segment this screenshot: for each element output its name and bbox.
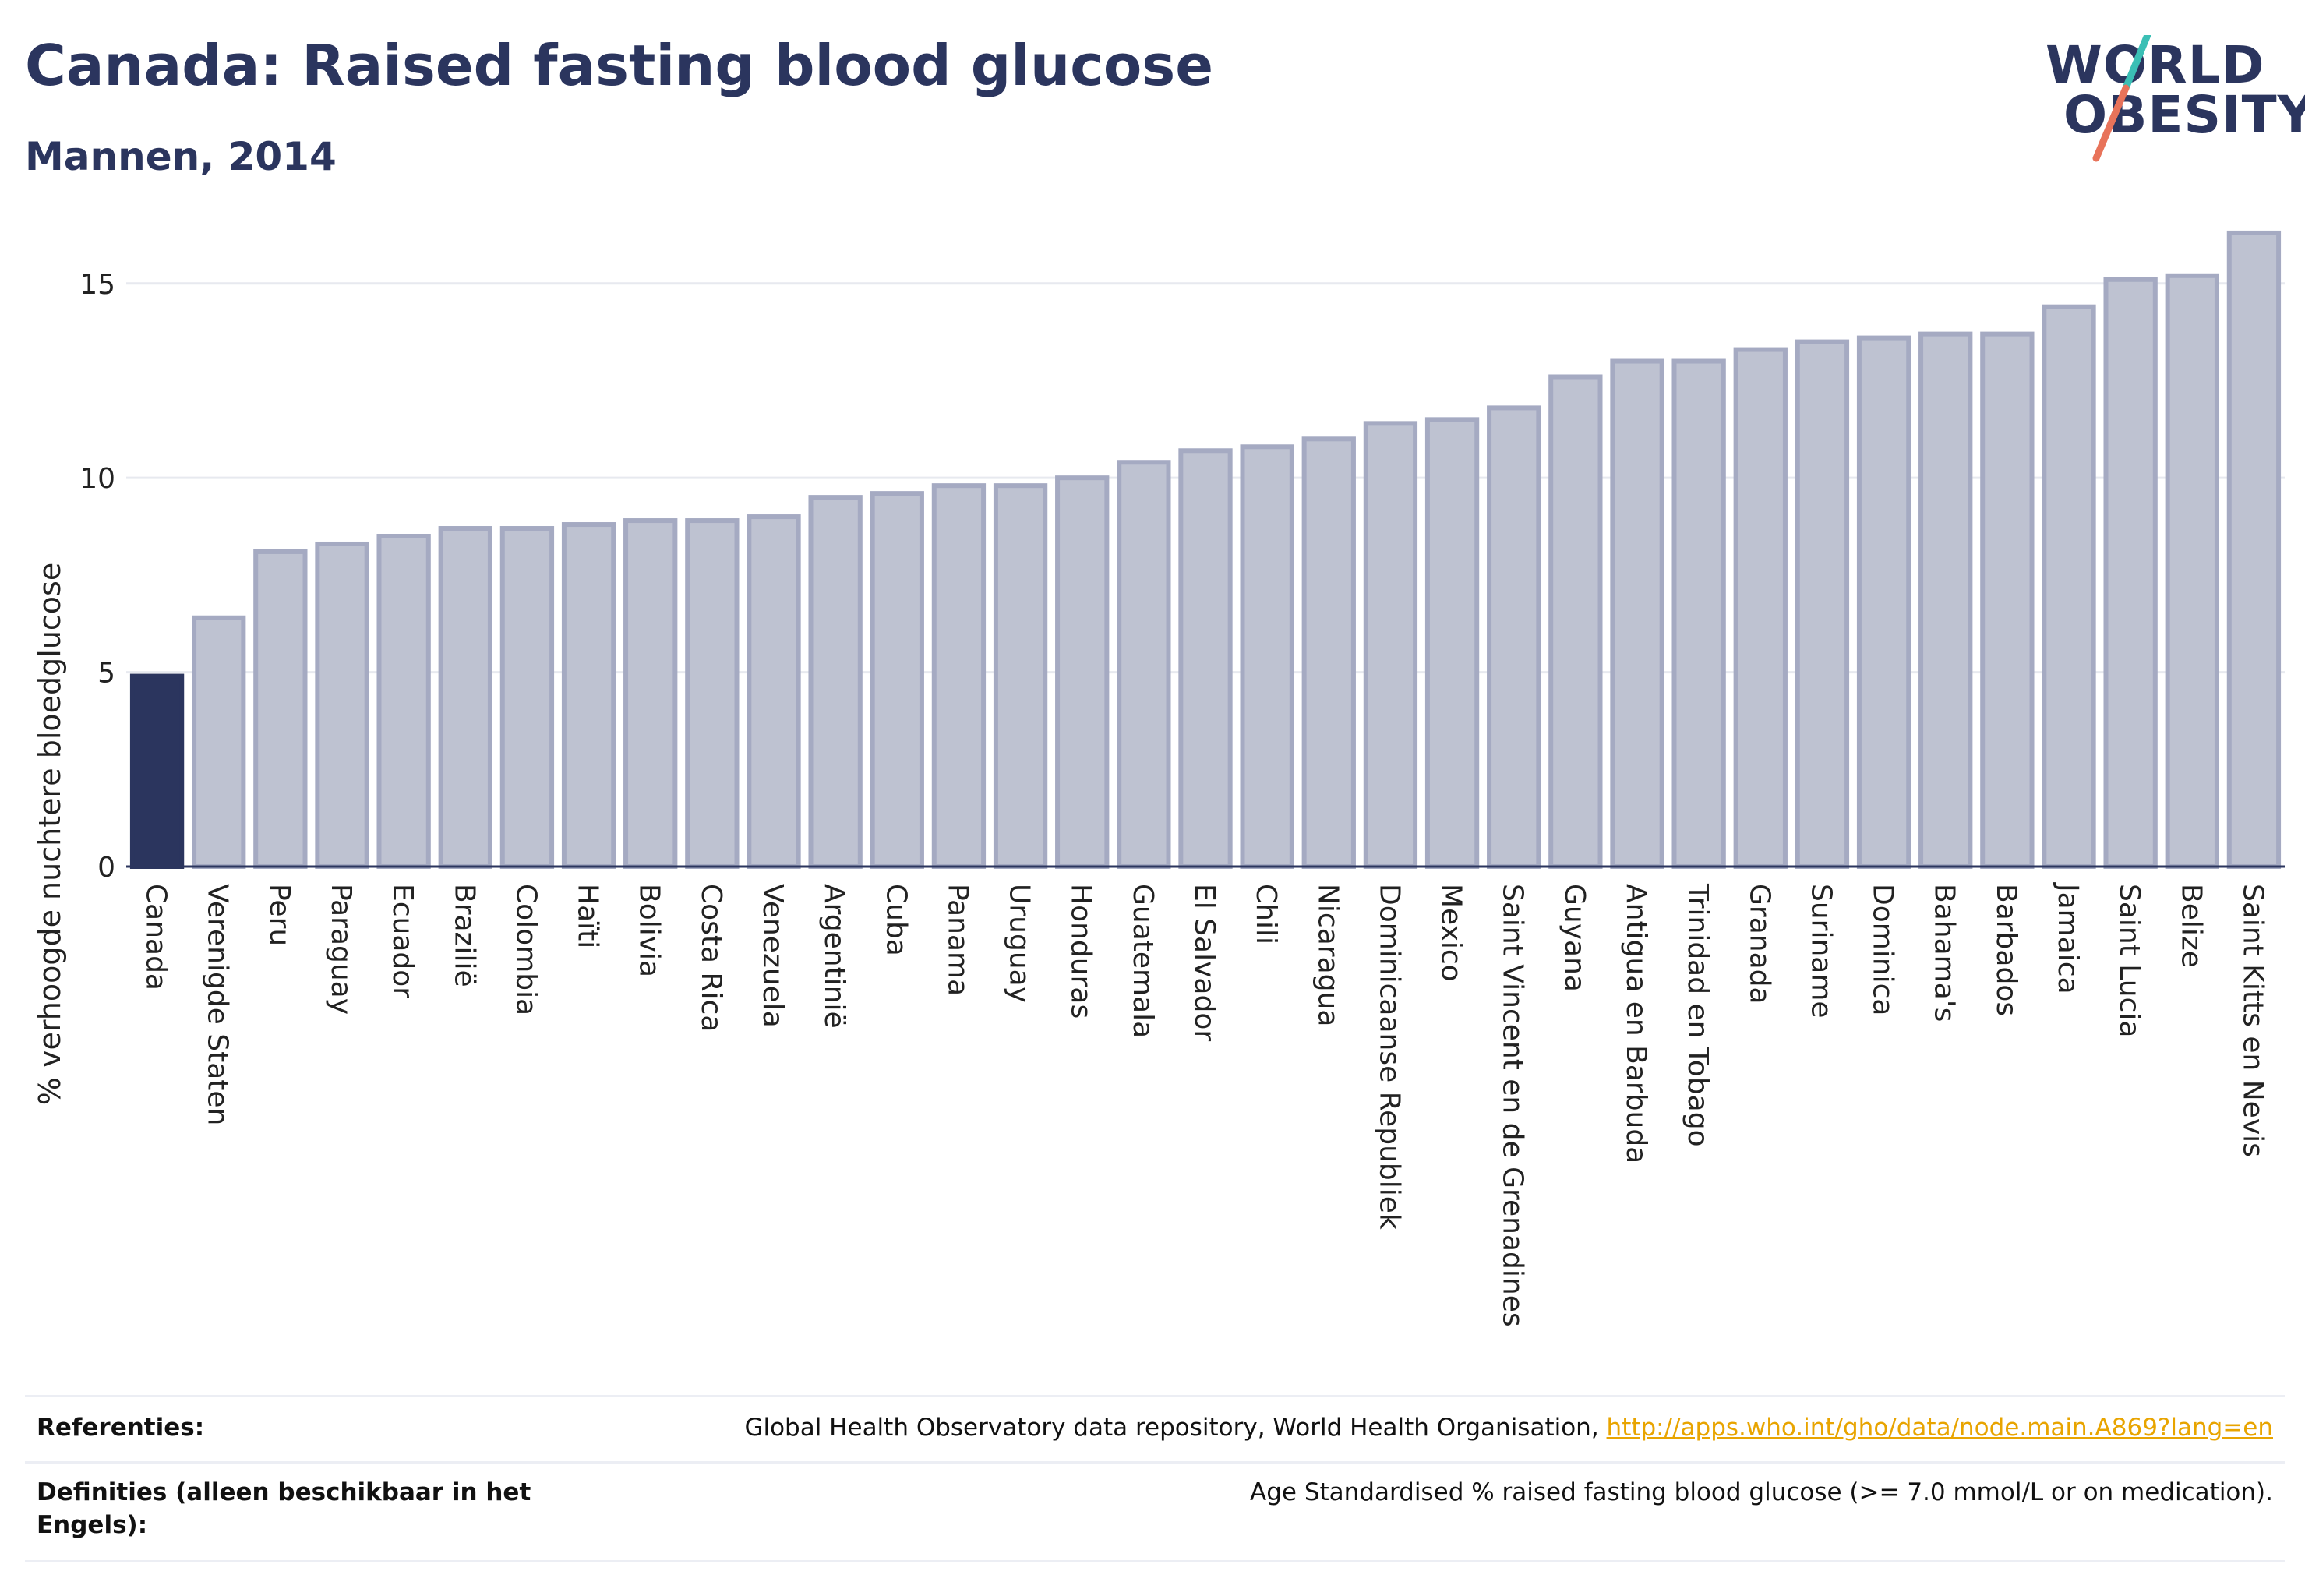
y-tick-label: 0 bbox=[97, 852, 115, 884]
bar-brazili-[interactable] bbox=[438, 526, 492, 870]
bar-panama[interactable] bbox=[931, 483, 987, 869]
y-tick-label: 5 bbox=[97, 658, 115, 690]
x-tick-label: Ecuador bbox=[387, 884, 418, 998]
x-tick-label: Venezuela bbox=[757, 884, 789, 1028]
x-tick-label: Peru bbox=[263, 884, 295, 946]
x-tick-label: Cuba bbox=[880, 884, 912, 956]
bar-saint-vincent-en-de-grenadines[interactable] bbox=[1487, 405, 1541, 869]
reference-value: Global Health Observatory data repositor… bbox=[744, 1411, 2273, 1444]
x-tick-label: Guatemala bbox=[1127, 884, 1159, 1038]
bar-saint-lucia[interactable] bbox=[2103, 277, 2158, 869]
y-tick-label: 10 bbox=[79, 463, 115, 495]
bar-uruguay[interactable] bbox=[993, 483, 1048, 869]
bar-colombia[interactable] bbox=[499, 526, 555, 870]
bar-el-salvador[interactable] bbox=[1178, 448, 1233, 869]
bar-nicaragua[interactable] bbox=[1301, 436, 1356, 869]
x-tick-label: Chili bbox=[1250, 884, 1282, 945]
bar-paraguay[interactable] bbox=[315, 541, 369, 869]
x-tick-label: Saint Vincent en de Grenadines bbox=[1497, 884, 1529, 1327]
bar-granada[interactable] bbox=[1733, 347, 1788, 869]
bar-canada[interactable] bbox=[129, 673, 185, 869]
x-tick-label: Saint Lucia bbox=[2113, 884, 2145, 1037]
bar-verenigde-staten[interactable] bbox=[192, 615, 246, 869]
chart-title: Canada: Raised fasting blood glucose bbox=[25, 33, 1214, 98]
x-tick-label: Brazilië bbox=[448, 884, 480, 987]
x-tick-label: Jamaica bbox=[2052, 882, 2084, 994]
x-tick-label: Colombia bbox=[510, 884, 542, 1015]
x-tick-label: Dominicaanse Republiek bbox=[1373, 884, 1405, 1230]
logo-slash-icon bbox=[2092, 35, 2151, 162]
world-obesity-logo: WORLD OBESITY bbox=[2034, 35, 2305, 168]
x-tick-label: Costa Rica bbox=[695, 884, 727, 1032]
bar-mexico[interactable] bbox=[1424, 417, 1480, 869]
bar-honduras[interactable] bbox=[1055, 475, 1110, 869]
x-tick-label: Paraguay bbox=[325, 884, 357, 1015]
bar-venezuela[interactable] bbox=[747, 514, 801, 869]
x-tick-label: Argentinië bbox=[818, 884, 850, 1029]
x-tick-label: Mexico bbox=[1435, 884, 1467, 982]
chart-subtitle: Mannen, 2014 bbox=[25, 134, 337, 179]
bars bbox=[129, 230, 2282, 870]
bar-cuba[interactable] bbox=[870, 491, 924, 869]
x-tick-label: Dominica bbox=[1867, 884, 1899, 1016]
bar-argentini-[interactable] bbox=[808, 495, 863, 870]
bar-barbados[interactable] bbox=[1980, 331, 2035, 869]
bar-bolivia[interactable] bbox=[623, 518, 678, 869]
x-tick-label: Bahama's bbox=[1929, 884, 1961, 1022]
reference-label: Referenties: bbox=[37, 1414, 205, 1442]
bar-chili[interactable] bbox=[1240, 444, 1294, 869]
bar-dominicaanse-republiek[interactable] bbox=[1363, 421, 1418, 869]
x-tick-label: Granada bbox=[1743, 884, 1775, 1005]
bar-ha-ti[interactable] bbox=[561, 522, 616, 869]
x-tick-label: Barbados bbox=[1990, 884, 2022, 1016]
definition-value: Age Standardised % raised fasting blood … bbox=[1250, 1478, 2273, 1506]
x-tick-label: Panama bbox=[941, 884, 973, 996]
x-tick-label: Haïti bbox=[572, 884, 604, 948]
x-tick-label: El Salvador bbox=[1188, 884, 1220, 1041]
reference-row: Referenties: Global Health Observatory d… bbox=[25, 1395, 2285, 1461]
x-tick-label: Uruguay bbox=[1004, 884, 1036, 1003]
bar-peru[interactable] bbox=[253, 549, 308, 869]
x-tick-label: Suriname bbox=[1805, 884, 1837, 1019]
bar-dominica[interactable] bbox=[1856, 335, 1911, 870]
bar-jamaica[interactable] bbox=[2042, 304, 2096, 870]
axes: 0 5 10 15 bbox=[79, 269, 2285, 884]
bar-costa-rica[interactable] bbox=[685, 518, 740, 869]
y-tick-label: 15 bbox=[79, 269, 115, 301]
reference-text: Global Health Observatory data repositor… bbox=[744, 1414, 1607, 1442]
x-tick-label: Nicaragua bbox=[1311, 884, 1343, 1026]
x-tick-label: Bolivia bbox=[634, 884, 665, 977]
bar-guatemala[interactable] bbox=[1117, 460, 1171, 869]
x-tick-label: Belize bbox=[2175, 884, 2207, 968]
x-tick-label: Saint Kitts en Nevis bbox=[2236, 884, 2268, 1157]
bar-trinidad-en-tobago[interactable] bbox=[1671, 358, 1726, 869]
bar-chart: 0 5 10 15 Canada Verenigde Staten Peru Paragua… bbox=[79, 230, 2285, 1327]
definition-label: Definities (alleen beschikbaar in het En… bbox=[37, 1478, 531, 1539]
bar-saint-kitts-en-nevis[interactable] bbox=[2226, 230, 2282, 869]
bar-bahama-s[interactable] bbox=[1918, 331, 1973, 869]
x-tick-label: Antigua en Barbuda bbox=[1620, 884, 1652, 1163]
bar-ecuador[interactable] bbox=[376, 534, 431, 869]
definition-row: Definities (alleen beschikbaar in het En… bbox=[25, 1461, 2285, 1562]
reference-table: Referenties: Global Health Observatory d… bbox=[25, 1395, 2285, 1562]
reference-link[interactable]: http://apps.who.int/gho/data/node.main.A… bbox=[1606, 1414, 2273, 1442]
bar-antigua-en-barbuda[interactable] bbox=[1610, 358, 1664, 869]
x-tick-label: Honduras bbox=[1065, 884, 1097, 1019]
x-tick-label: Guyana bbox=[1558, 884, 1590, 992]
x-tick-label: Canada bbox=[140, 884, 172, 990]
bar-belize[interactable] bbox=[2165, 273, 2219, 870]
x-tick-label: Verenigde Staten bbox=[202, 884, 234, 1125]
category-labels: Canada Verenigde Staten Peru Paraguay Ecuado… bbox=[140, 882, 2269, 1327]
logo-line-1: WORLD bbox=[2046, 35, 2265, 95]
x-tick-label: Trinidad en Tobago bbox=[1682, 883, 1714, 1147]
bar-suriname[interactable] bbox=[1795, 339, 1850, 869]
bar-guyana[interactable] bbox=[1548, 374, 1603, 869]
